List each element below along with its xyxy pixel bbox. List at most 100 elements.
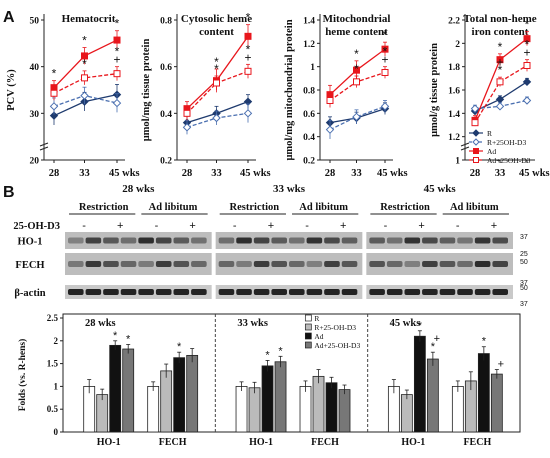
data-point: [81, 52, 88, 60]
blot-week-label: 28 wks: [122, 183, 155, 195]
data-point: [112, 98, 122, 108]
bar: [173, 357, 186, 433]
data-point: [243, 109, 253, 118]
x-tick-label: 45 wks: [377, 168, 408, 179]
bar: [122, 348, 135, 433]
significance-mark: +: [496, 55, 503, 69]
y-axis-label: μmol/mg mitochondrial protein: [284, 19, 295, 160]
blot-condition-label: Restriction: [230, 202, 280, 213]
significance-mark: +: [381, 53, 388, 67]
line-chart-3: 0.2 0.4 0.6 0.8 1 1.2 1.4 28 33 45 wks Mitochondri…: [284, 13, 408, 179]
line-chart-4: 1 1.2 1.4 1.6 1.8 2 2.2 28 33 45 wks Total non-hem…: [429, 13, 550, 179]
x-tick-label: 28: [470, 168, 481, 179]
data-point: [380, 102, 390, 111]
blot-band: [369, 261, 385, 267]
data-point: [495, 102, 505, 111]
axis-break-mark: [460, 142, 470, 151]
gene-label: FECH: [463, 437, 491, 448]
bar: [490, 373, 503, 433]
blot-strip: [65, 253, 212, 275]
blot-band: [457, 289, 473, 295]
y-tick-label: 2: [455, 40, 460, 50]
blot-band: [324, 237, 340, 244]
data-point: [81, 74, 88, 82]
significance-mark: *: [383, 45, 388, 59]
y-tick-label: 1.4: [303, 17, 315, 27]
bar: [274, 361, 287, 433]
blot-band: [439, 289, 456, 295]
x-tick-label: 45 wks: [240, 168, 271, 179]
bar: [235, 385, 248, 433]
data-point: [212, 113, 221, 123]
blot-band: [138, 289, 154, 295]
blot-band: [289, 237, 305, 244]
data-point: [244, 67, 252, 75]
bar: [400, 394, 413, 433]
blot-band: [404, 261, 421, 267]
blot-band: [253, 289, 270, 295]
y-tick-label: 2.5: [47, 313, 59, 323]
x-tick-label: 28: [182, 168, 193, 179]
gene-label: HO-1: [249, 437, 273, 448]
data-point: [495, 95, 505, 104]
blot-band: [404, 237, 421, 244]
blot-band: [103, 289, 119, 295]
significance-mark: *: [498, 63, 503, 77]
x-tick-label: 45 wks: [109, 168, 140, 179]
blot-strip: [215, 232, 363, 249]
data-point: [353, 78, 360, 86]
significance-mark: +: [523, 46, 530, 60]
mw-marker: 25: [520, 251, 528, 258]
blot-band: [138, 237, 154, 244]
chart-title: heme content: [325, 26, 388, 38]
bar: [312, 375, 325, 433]
y-tick-label: 1.4: [448, 110, 460, 120]
significance-mark: *: [214, 55, 219, 69]
legend-label: R: [487, 129, 492, 138]
significance-mark: *: [115, 45, 120, 59]
y-tick-label: 1: [455, 157, 460, 167]
significance-mark: *: [482, 336, 487, 348]
blot-band: [218, 237, 235, 244]
blot-band: [85, 237, 102, 244]
y-axis-label: Folds (vs. R-hens): [17, 339, 28, 412]
legend-marker: [473, 157, 479, 163]
legend-label: R+25-OH-D3: [314, 323, 356, 332]
legend-label: Ad+25-OH-D3: [314, 341, 360, 350]
blot-week-label: 45 wks: [424, 183, 457, 195]
blot-band: [341, 237, 358, 244]
chart-title: Cytosolic heme: [181, 13, 252, 25]
blot-band: [439, 261, 456, 267]
y-tick-label: 0.4: [303, 133, 315, 143]
gene-label: HO-1: [401, 437, 425, 448]
mw-marker: 50: [520, 259, 528, 266]
legend-swatch: [304, 341, 312, 349]
y-tick-label: 1.6: [448, 87, 460, 97]
y-tick-label: 0.6: [160, 63, 172, 73]
y-tick-label: 1: [54, 381, 59, 391]
treatment-sign: +: [418, 220, 424, 232]
data-point: [113, 70, 121, 78]
data-point: [471, 119, 479, 127]
blot-condition-label: Ad libitum: [450, 202, 499, 213]
blot-band: [404, 289, 421, 295]
bar: [147, 385, 160, 433]
data-point: [213, 79, 220, 87]
blot-band: [369, 289, 385, 295]
legend-swatch: [304, 314, 312, 322]
chart-title: content: [199, 26, 234, 38]
significance-mark: *: [246, 42, 251, 56]
data-point: [183, 109, 191, 117]
blot-condition-label: Ad libitum: [149, 202, 198, 213]
y-tick-label: 40: [30, 63, 40, 73]
blot-band: [85, 261, 102, 267]
blot-band: [236, 289, 252, 295]
blot-band: [155, 261, 172, 267]
blot-strip: [215, 253, 363, 275]
blot-band: [236, 237, 252, 244]
blot-band: [253, 261, 270, 267]
blot-band: [306, 237, 323, 244]
